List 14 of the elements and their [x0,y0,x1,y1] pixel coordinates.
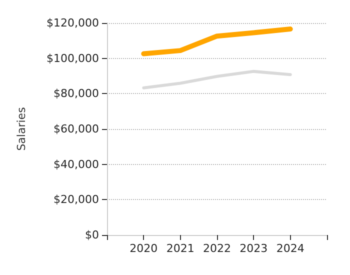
line-series [142,70,292,90]
y-tick-label: $80,000 [54,87,99,100]
x-tick-label: 2021 [166,242,194,255]
y-tick-label: $0 [85,228,99,242]
y-tick-label: $20,000 [54,193,99,206]
x-tick-label: 2024 [276,242,304,255]
y-tick-label: $120,000 [46,16,99,30]
y-tick-label: $40,000 [54,158,99,171]
y-axis-title: Salaries [15,106,28,151]
x-tick-label: 2022 [203,242,231,255]
x-tick-label: 2023 [240,242,268,255]
x-tick-label: 2020 [130,242,158,255]
y-tick-label: $60,000 [54,122,99,136]
y-tick-label: $100,000 [46,52,99,65]
